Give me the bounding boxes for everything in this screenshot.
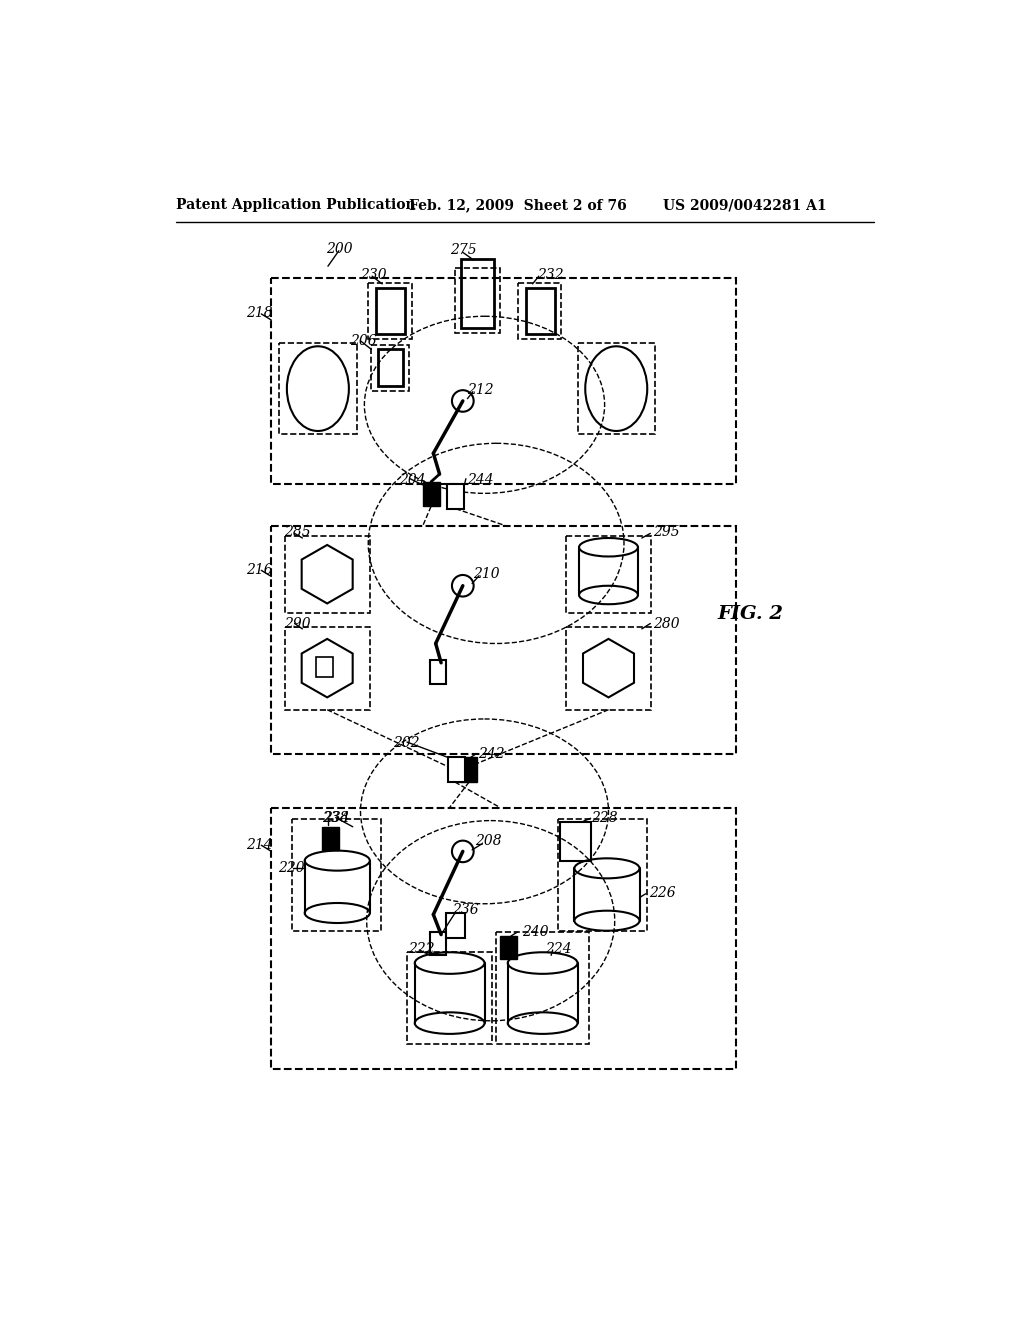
Text: 280: 280 bbox=[653, 616, 680, 631]
Text: 208: 208 bbox=[475, 834, 502, 849]
Text: 226: 226 bbox=[649, 886, 676, 900]
Bar bbox=[378, 350, 403, 387]
Bar bbox=[292, 818, 381, 931]
Text: 232: 232 bbox=[538, 268, 564, 281]
Bar bbox=[566, 627, 651, 710]
Text: 238: 238 bbox=[322, 810, 348, 825]
Text: 275: 275 bbox=[451, 243, 477, 257]
Bar bbox=[460, 758, 477, 781]
Text: 230: 230 bbox=[360, 268, 387, 281]
Text: 234: 234 bbox=[324, 812, 350, 825]
Bar bbox=[316, 657, 334, 677]
Bar bbox=[280, 343, 356, 434]
Text: 206: 206 bbox=[349, 334, 376, 348]
Bar bbox=[271, 277, 736, 484]
Bar bbox=[447, 484, 464, 508]
Bar bbox=[445, 913, 465, 937]
Bar bbox=[407, 952, 493, 1044]
Bar bbox=[285, 627, 370, 710]
Text: Feb. 12, 2009  Sheet 2 of 76: Feb. 12, 2009 Sheet 2 of 76 bbox=[409, 198, 627, 213]
Text: 200: 200 bbox=[327, 242, 353, 256]
Bar bbox=[271, 527, 736, 754]
Text: 224: 224 bbox=[545, 942, 571, 956]
Text: 295: 295 bbox=[653, 525, 680, 539]
Bar bbox=[376, 288, 406, 334]
Bar bbox=[525, 288, 555, 334]
Bar bbox=[500, 936, 517, 960]
Text: 285: 285 bbox=[285, 525, 311, 539]
Bar bbox=[430, 932, 445, 956]
Text: 242: 242 bbox=[478, 747, 505, 762]
Bar bbox=[461, 259, 494, 327]
Text: 222: 222 bbox=[409, 942, 435, 956]
Bar bbox=[372, 345, 410, 391]
Bar bbox=[560, 822, 592, 861]
Text: 216: 216 bbox=[246, 562, 272, 577]
Bar bbox=[423, 482, 439, 507]
Text: 236: 236 bbox=[452, 903, 478, 917]
Text: 204: 204 bbox=[399, 473, 426, 487]
Text: 218: 218 bbox=[246, 306, 272, 321]
Bar bbox=[322, 826, 339, 850]
Bar bbox=[566, 536, 651, 612]
Text: 240: 240 bbox=[521, 924, 548, 939]
Text: 228: 228 bbox=[592, 810, 618, 825]
Text: FIG. 2: FIG. 2 bbox=[717, 605, 783, 623]
Text: 244: 244 bbox=[467, 473, 494, 487]
Bar bbox=[430, 660, 445, 684]
Bar bbox=[558, 818, 647, 931]
Text: US 2009/0042281 A1: US 2009/0042281 A1 bbox=[663, 198, 826, 213]
Text: 210: 210 bbox=[473, 566, 500, 581]
Bar bbox=[449, 758, 465, 781]
Bar bbox=[455, 268, 500, 333]
Bar bbox=[285, 536, 370, 612]
Bar bbox=[369, 284, 412, 339]
Text: Patent Application Publication: Patent Application Publication bbox=[176, 198, 416, 213]
Text: 202: 202 bbox=[393, 737, 420, 750]
Text: 290: 290 bbox=[285, 616, 311, 631]
Text: 212: 212 bbox=[467, 383, 494, 397]
Bar bbox=[578, 343, 655, 434]
Bar bbox=[271, 808, 736, 1069]
Bar bbox=[518, 284, 561, 339]
Text: 220: 220 bbox=[279, 861, 305, 875]
Text: 214: 214 bbox=[246, 837, 272, 851]
Bar bbox=[496, 932, 589, 1044]
